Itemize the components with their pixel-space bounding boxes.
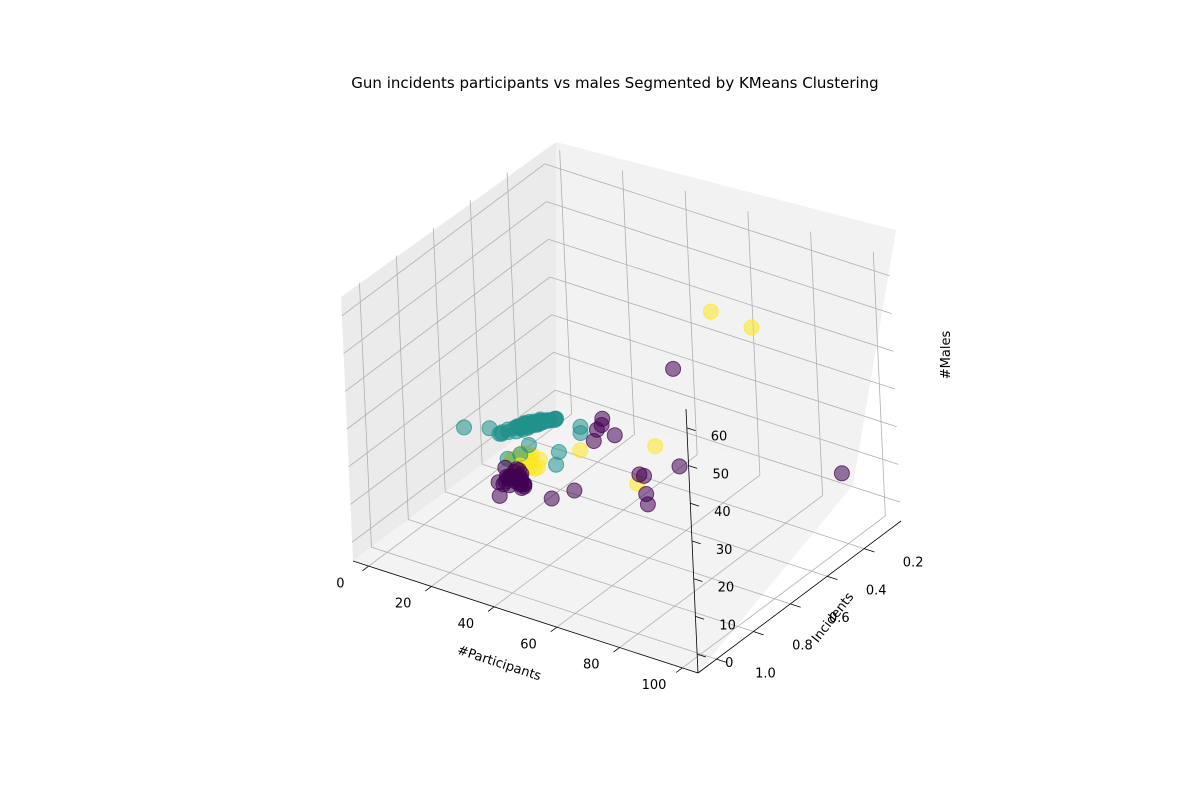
x-tick-mark [613, 647, 620, 653]
y-tick-label: 0.6 [829, 611, 850, 626]
y-tick-mark [790, 603, 801, 608]
scatter-point-series-1 [702, 303, 719, 320]
scatter-point-series-1 [743, 319, 760, 336]
z-grid-back-line [544, 163, 890, 277]
z-grid-back-line [548, 238, 894, 352]
chart-title: Gun incidents participants vs males Segm… [351, 74, 878, 92]
z-grid-left-line [341, 163, 546, 317]
y-tick-mark [753, 631, 764, 636]
scatter-point-series-0 [585, 433, 602, 449]
z-grid-back-line [555, 389, 901, 503]
x-tick-label: 100 [642, 678, 667, 693]
z-tick-label: 30 [716, 543, 733, 558]
scatter-point-series-0 [639, 496, 656, 513]
x-grid-floor-line [556, 474, 761, 628]
x-tick-mark [425, 586, 432, 592]
scatter-point-series-2 [521, 417, 538, 434]
y-tick-mark [827, 575, 838, 581]
scatter-point-series-0 [671, 458, 688, 475]
x-grid-floor-line [619, 495, 823, 648]
z-tick-mark [686, 427, 696, 432]
x-axis-line [352, 560, 699, 674]
z-tick-label: 0 [725, 656, 733, 671]
y-grid-floor-line [408, 519, 754, 632]
scatter-point-series-0 [636, 467, 652, 484]
scatter-point-series-0 [606, 427, 623, 444]
x-tick-label: 20 [395, 597, 412, 612]
y-grid-floor-line [482, 463, 828, 577]
z-tick-mark [693, 578, 703, 582]
z-tick-mark [697, 653, 706, 658]
x-tick-mark [550, 626, 558, 633]
x-tick-mark [487, 606, 495, 612]
z-axis-label: #Males [939, 331, 954, 380]
scatter-point-series-1 [647, 438, 664, 455]
scatter-point-series-0 [833, 465, 850, 482]
y-tick-label: 1.0 [755, 666, 776, 681]
x-tick-mark [362, 565, 369, 571]
x-tick-label: 40 [458, 617, 475, 632]
scatter-point-series-2 [572, 425, 589, 441]
z-grid-left-line [348, 314, 552, 468]
z-tick-mark [691, 540, 701, 545]
y-tick-label: 0.2 [903, 556, 924, 571]
z-tick-label: 50 [712, 467, 729, 482]
z-tick-mark [688, 465, 698, 469]
x-tick-mark [675, 667, 683, 673]
scatter-point-series-0 [566, 482, 583, 499]
x-grid-floor-line [368, 413, 572, 567]
z-grid-left-line [343, 201, 547, 354]
scatter-point-series-2 [491, 425, 508, 442]
y-tick-label: 0.4 [866, 583, 887, 598]
z-tick-label: 10 [719, 618, 736, 633]
z-tick-label: 20 [718, 581, 735, 596]
z-tick-mark [695, 616, 705, 620]
y-tick-mark [716, 658, 727, 663]
axis-layer [352, 408, 902, 674]
z-grid-back-line [549, 276, 896, 390]
tick-label-layer: 0 20 40 60 80 100 0.2 0.4 0.6 0.8 1.0 0 10 20 30 40 50 60 [336, 430, 923, 693]
z-tick-label: 40 [714, 505, 731, 520]
y-grid-floor-line [371, 546, 717, 660]
scatter-point-series-0 [593, 417, 610, 433]
y-axis-line [697, 520, 902, 674]
y-tick-mark [863, 548, 875, 553]
z-grid-left-line [351, 389, 556, 543]
pane-floor [353, 409, 853, 673]
grid-layer [341, 150, 901, 669]
x-tick-label: 60 [520, 637, 537, 652]
z-tick-mark [690, 502, 700, 507]
pane-left-wall [341, 142, 556, 561]
y-axis-label: Incidents [809, 590, 857, 646]
z-grid-back-line [553, 352, 899, 465]
y-grid-floor-line [445, 491, 791, 605]
scatter-point-series-0 [510, 462, 527, 479]
scatter-point-series-2 [456, 419, 472, 436]
scatter-point-series-0 [543, 490, 560, 507]
scatter-point-series-0 [665, 360, 682, 377]
z-grid-left-line [346, 276, 551, 430]
x-tick-label: 80 [583, 658, 600, 673]
z-grid-left-line [345, 238, 549, 392]
x-grid-floor-line [493, 454, 698, 608]
x-grid-floor-line [682, 515, 886, 669]
scatter-point-series-1 [572, 442, 589, 459]
x-tick-label: 0 [336, 576, 344, 591]
y-tick-label: 0.8 [792, 639, 813, 654]
z-grid-back-line [546, 201, 892, 314]
z-grid-left-line [350, 352, 554, 505]
x-grid-floor-line [431, 434, 635, 587]
scatter-point-series-2 [548, 456, 565, 473]
z-grid-back-line [551, 314, 897, 428]
points-layer [456, 303, 850, 513]
z-axis-line [685, 408, 699, 674]
z-tick-label: 60 [711, 430, 728, 445]
